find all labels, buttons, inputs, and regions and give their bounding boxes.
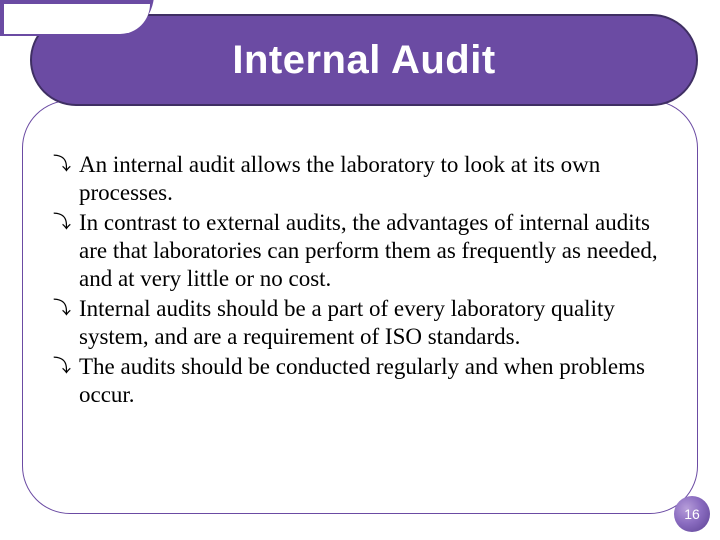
list-item: ⤵ An internal audit allows the laborator… [53,151,667,207]
bullet-list: ⤵ An internal audit allows the laborator… [53,151,667,409]
bullet-icon: ⤵ [53,212,71,234]
slide: Internal Audit ⤵ An internal audit allow… [0,0,720,540]
list-item: ⤵ In contrast to external audits, the ad… [53,209,667,293]
bullet-text: Internal audits should be a part of ever… [79,296,615,349]
bullet-text: An internal audit allows the laboratory … [79,152,600,205]
page-number-badge: 16 [674,496,710,532]
bullet-text: The audits should be conducted regularly… [79,354,645,407]
corner-accent-inner [4,4,150,34]
page-number: 16 [684,506,700,522]
slide-title: Internal Audit [232,38,495,83]
list-item: ⤵ The audits should be conducted regular… [53,353,667,409]
bullet-text: In contrast to external audits, the adva… [79,210,658,291]
bullet-icon: ⤵ [53,298,71,320]
list-item: ⤵ Internal audits should be a part of ev… [53,295,667,351]
bullet-icon: ⤵ [53,356,71,378]
content-frame: ⤵ An internal audit allows the laborator… [22,100,698,514]
bullet-icon: ⤵ [53,154,71,176]
